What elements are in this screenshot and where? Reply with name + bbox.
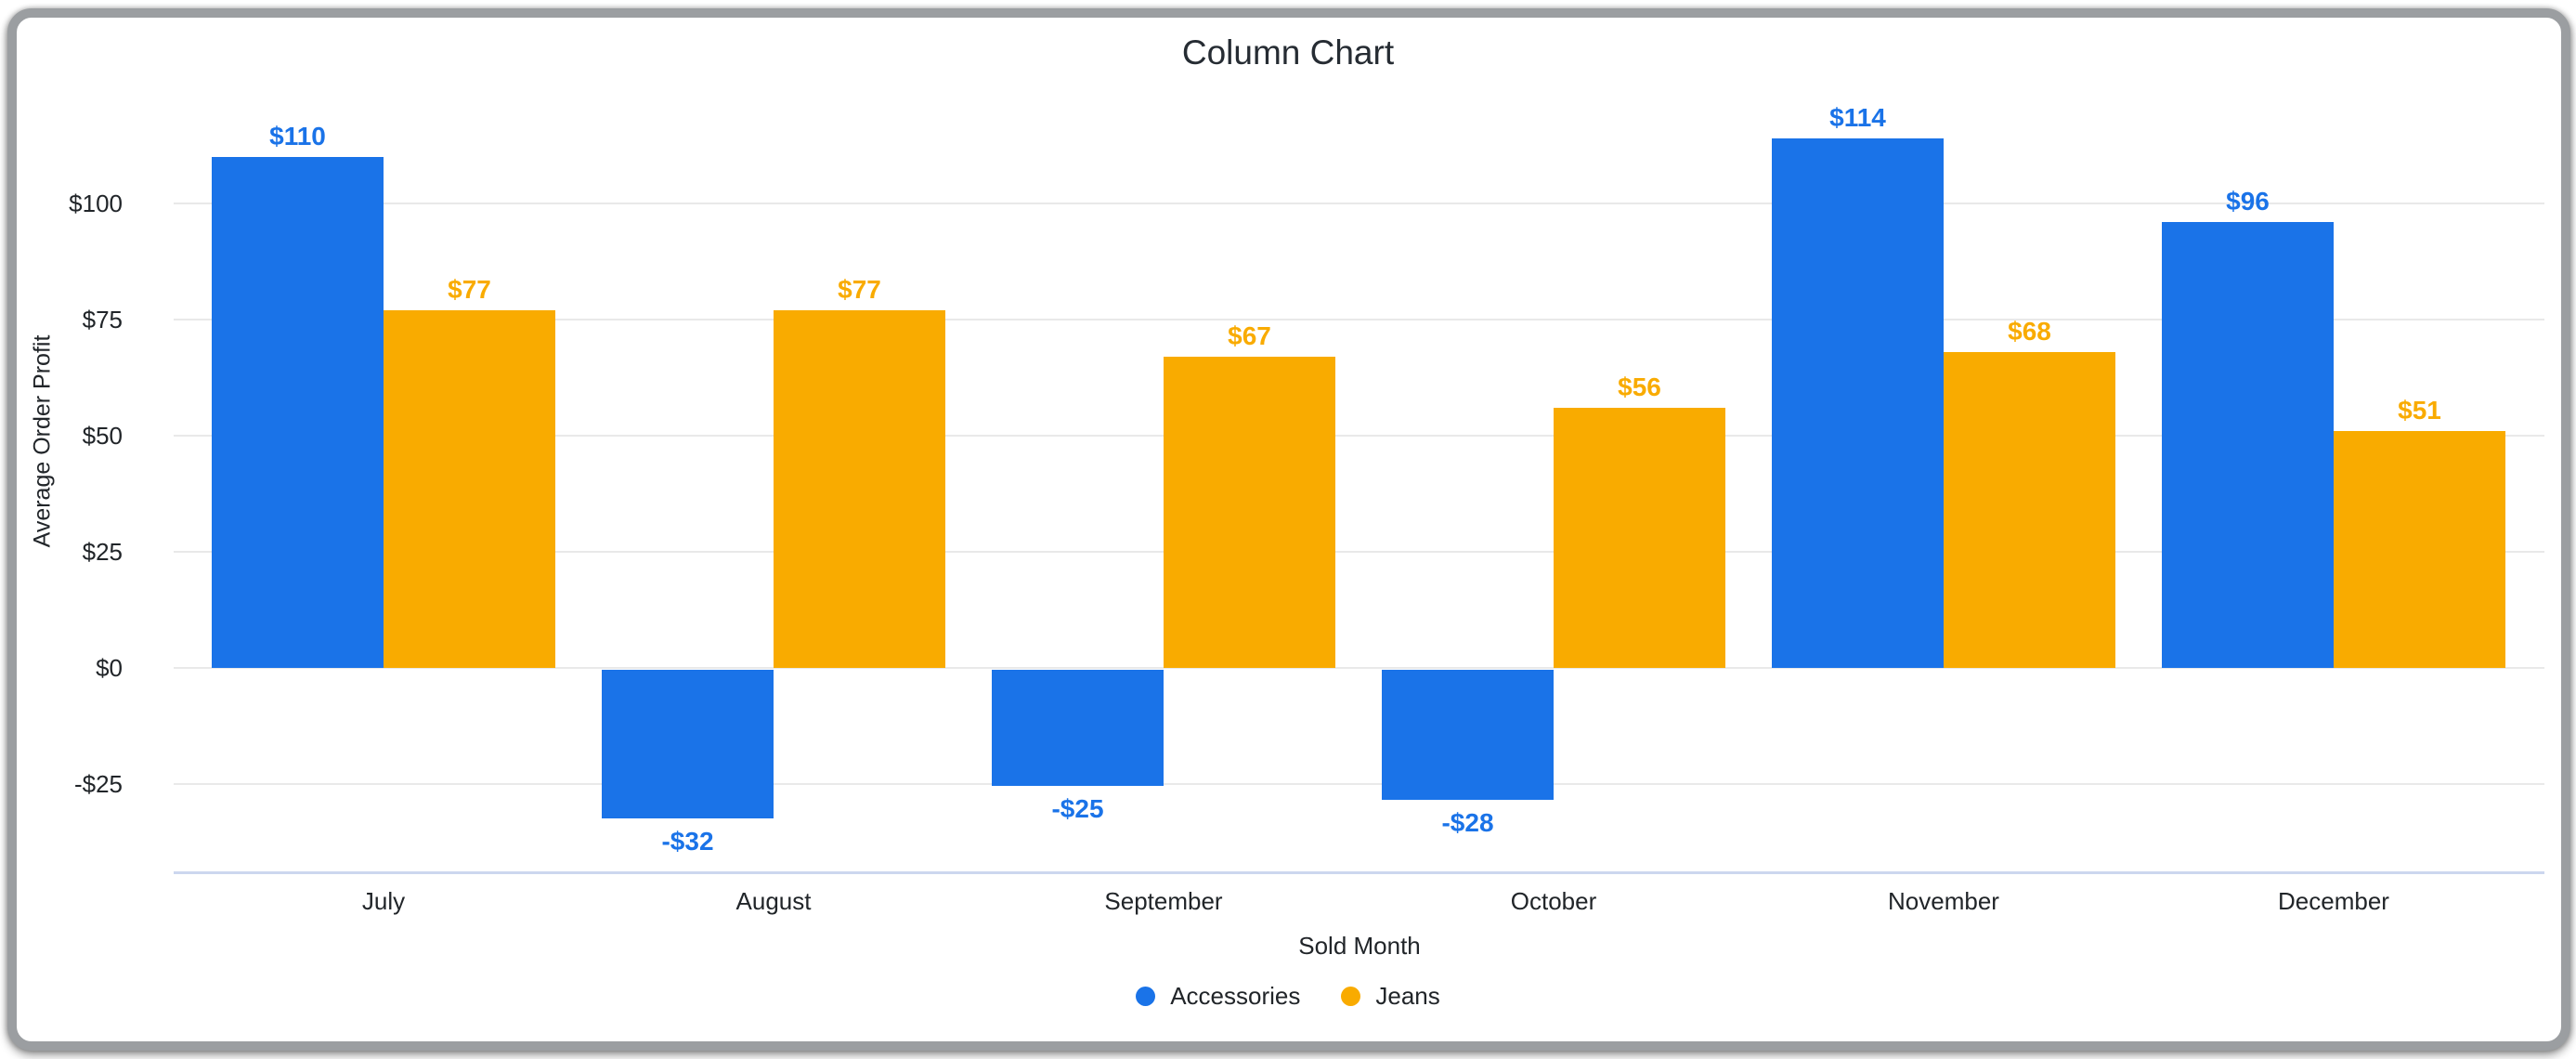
bar-accessories-july[interactable] bbox=[212, 157, 384, 668]
x-tick-label-october: October bbox=[1510, 887, 1597, 915]
bar-value-label-jeans-october: $56 bbox=[1618, 373, 1661, 401]
bar-value-label-accessories-october: -$28 bbox=[1441, 808, 1494, 837]
x-tick-label-july: July bbox=[361, 887, 406, 915]
y-tick-label-50: $50 bbox=[82, 422, 123, 450]
bar-value-label-accessories-september: -$25 bbox=[1051, 794, 1104, 823]
chart-title: Column Chart bbox=[1181, 33, 1395, 72]
legend: Accessories Jeans bbox=[7, 978, 2569, 1013]
gridline-100 bbox=[174, 203, 2544, 204]
y-tick-label--25: -$25 bbox=[73, 770, 123, 798]
bar-value-label-accessories-july: $110 bbox=[269, 122, 326, 150]
bar-accessories-october[interactable] bbox=[1382, 670, 1554, 800]
gridline-25 bbox=[174, 551, 2544, 553]
bar-jeans-november[interactable] bbox=[1944, 352, 2115, 668]
legend-label-accessories: Accessories bbox=[1170, 982, 1301, 1010]
bar-jeans-august[interactable] bbox=[774, 310, 945, 668]
x-tick-label-december: December bbox=[2278, 887, 2389, 915]
legend-item-accessories[interactable]: Accessories bbox=[1136, 978, 1300, 1013]
legend-dot-accessories bbox=[1136, 986, 1156, 1006]
bar-value-label-jeans-december: $51 bbox=[2398, 396, 2441, 425]
bar-value-label-accessories-november: $114 bbox=[1829, 103, 1886, 132]
gridline--25 bbox=[174, 783, 2544, 785]
bar-jeans-july[interactable] bbox=[384, 310, 555, 668]
bar-value-label-jeans-july: $77 bbox=[448, 275, 491, 304]
bar-value-label-accessories-august: -$32 bbox=[661, 827, 714, 856]
gridline-0 bbox=[174, 667, 2544, 669]
bar-accessories-september[interactable] bbox=[992, 670, 1164, 786]
bar-value-label-jeans-september: $67 bbox=[1228, 321, 1271, 350]
bar-jeans-october[interactable] bbox=[1554, 408, 1725, 668]
y-tick-label-75: $75 bbox=[82, 306, 123, 333]
legend-label-jeans: Jeans bbox=[1375, 982, 1440, 1010]
y-tick-label-25: $25 bbox=[82, 538, 123, 566]
y-tick-label-0: $0 bbox=[96, 654, 123, 682]
bar-value-label-jeans-november: $68 bbox=[2008, 317, 2051, 346]
y-tick-label-100: $100 bbox=[69, 190, 123, 217]
x-axis-line bbox=[174, 871, 2544, 874]
bar-value-label-accessories-december: $96 bbox=[2226, 187, 2270, 216]
bar-accessories-august[interactable] bbox=[602, 670, 774, 818]
legend-item-jeans[interactable]: Jeans bbox=[1341, 978, 1440, 1013]
gridline-50 bbox=[174, 435, 2544, 437]
bar-value-label-jeans-august: $77 bbox=[838, 275, 881, 304]
x-tick-label-august: August bbox=[735, 887, 812, 915]
x-axis-title: Sold Month bbox=[1298, 932, 1421, 960]
bar-accessories-november[interactable] bbox=[1772, 138, 1944, 668]
legend-dot-jeans bbox=[1341, 986, 1361, 1006]
gridline-75 bbox=[174, 319, 2544, 320]
x-tick-label-september: September bbox=[1104, 887, 1223, 915]
bar-jeans-september[interactable] bbox=[1164, 357, 1335, 668]
bar-jeans-december[interactable] bbox=[2334, 431, 2505, 668]
bar-accessories-december[interactable] bbox=[2162, 222, 2334, 668]
x-tick-label-november: November bbox=[1888, 887, 1999, 915]
